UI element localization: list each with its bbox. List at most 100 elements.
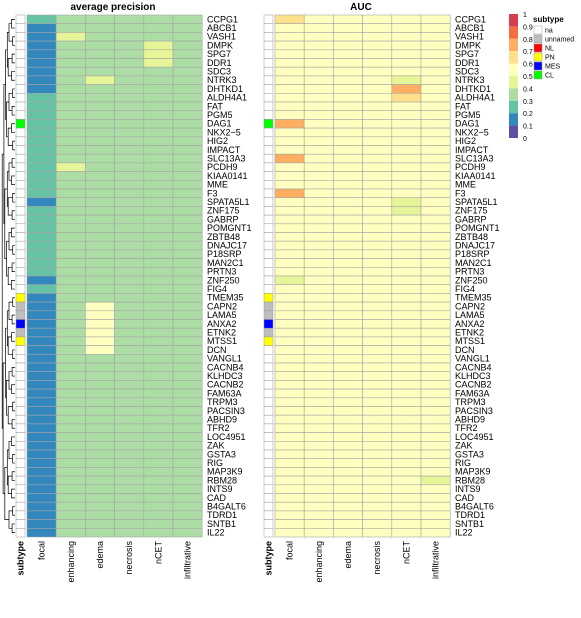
heatmap-cell xyxy=(362,301,393,312)
row-label-pgm5: PGM5 xyxy=(455,110,481,120)
row-label-dag1: DAG1 xyxy=(455,119,480,129)
heatmap-cell xyxy=(26,310,57,320)
subtype-cell xyxy=(263,40,274,51)
heatmap-cell xyxy=(391,240,422,251)
heatmap-cell xyxy=(274,40,305,51)
heatmap-cell xyxy=(303,101,334,111)
heatmap-cell xyxy=(114,432,145,442)
subtype-cell xyxy=(15,449,26,459)
heatmap-cell xyxy=(420,101,451,111)
heatmap-cell xyxy=(333,275,363,285)
heatmap-cell xyxy=(55,249,86,259)
heatmap-cell xyxy=(114,371,145,381)
heatmap-cell xyxy=(172,258,203,268)
row-label-rbm28: RBM28 xyxy=(455,475,485,485)
heatmap-cell xyxy=(362,353,393,364)
heatmap-cell xyxy=(55,327,86,338)
heatmap-cell xyxy=(26,171,57,181)
heatmap-cell xyxy=(55,14,86,24)
heatmap-cell xyxy=(85,127,115,138)
heatmap-cell xyxy=(391,249,422,259)
heatmap-cell xyxy=(420,127,451,138)
heatmap-cell xyxy=(172,49,203,59)
heatmap-cell xyxy=(362,501,393,512)
row-label-abhd9: ABHD9 xyxy=(207,415,237,425)
heatmap-cell xyxy=(55,484,86,494)
subtype-cell xyxy=(263,475,274,486)
heatmap-cell xyxy=(85,14,115,24)
heatmap-cell xyxy=(26,223,57,233)
subtype-cell xyxy=(263,510,274,520)
heatmap-cell xyxy=(362,110,393,120)
subtype-cell xyxy=(263,249,274,259)
heatmap-cell xyxy=(55,23,86,33)
heatmap-cell xyxy=(391,101,422,111)
subtype-cell xyxy=(263,14,274,24)
row-label-lama5: LAMA5 xyxy=(455,310,485,320)
row-label-tmem35: TMEM35 xyxy=(207,293,244,303)
heatmap-cell xyxy=(26,40,57,51)
row-label-rbm28: RBM28 xyxy=(207,475,237,485)
heatmap-cell xyxy=(391,258,422,268)
heatmap-cell xyxy=(420,493,451,503)
heatmap-cell xyxy=(391,145,422,155)
heatmap-cell xyxy=(274,501,305,512)
heatmap-cell xyxy=(55,310,86,320)
heatmap-cell xyxy=(114,188,145,198)
row-label-pacsin3: PACSIN3 xyxy=(455,406,493,416)
heatmap-cell xyxy=(391,414,422,425)
heatmap-cell xyxy=(274,101,305,111)
heatmap-cell xyxy=(362,101,393,111)
heatmap-cell xyxy=(172,23,203,33)
subtype-cell xyxy=(263,293,274,303)
heatmap-cell xyxy=(55,458,86,468)
heatmap-cell xyxy=(85,510,115,520)
heatmap-cell xyxy=(333,119,363,129)
heatmap-cell xyxy=(55,101,86,111)
heatmap-cell xyxy=(362,14,393,24)
heatmap-cell xyxy=(420,171,451,181)
heatmap-cell xyxy=(55,84,86,94)
heatmap-cell xyxy=(26,258,57,268)
row-label-ints9: INTS9 xyxy=(455,484,481,494)
heatmap-cell xyxy=(26,362,57,372)
subtype-cell xyxy=(15,119,26,129)
heatmap-cell xyxy=(333,336,363,346)
heatmap-cell xyxy=(391,232,422,242)
row-label-spg7: SPG7 xyxy=(207,49,231,59)
heatmap-cell xyxy=(333,249,363,259)
heatmap-cell xyxy=(303,153,334,164)
heatmap-cell xyxy=(55,414,86,425)
row-label-rig: RIG xyxy=(207,458,223,468)
auc-panel: AUC CCPG1ABCB1VASH1DMPKSPG7DDR1SDC3NTRK3… xyxy=(264,2,500,583)
row-label-il22: IL22 xyxy=(455,528,473,538)
subtype-cell xyxy=(263,180,274,190)
subtype-cell xyxy=(263,153,274,164)
heatmap-cell xyxy=(172,84,203,94)
heatmap-cell xyxy=(303,336,334,346)
row-label-tmem35: TMEM35 xyxy=(455,293,492,303)
heatmap-cell xyxy=(85,258,115,268)
heatmap-cell xyxy=(143,58,174,68)
heatmap-cell xyxy=(420,214,451,225)
heatmap-cell xyxy=(114,406,145,416)
heatmap-cell xyxy=(143,406,174,416)
row-label-b4galt6: B4GALT6 xyxy=(455,502,494,512)
heatmap-cell xyxy=(362,75,393,85)
heatmap-cell xyxy=(420,232,451,242)
heatmap-cell xyxy=(274,301,305,312)
heatmap-cell xyxy=(391,423,422,433)
subtype-cell xyxy=(15,171,26,181)
heatmap-cell xyxy=(172,75,203,85)
heatmap-cell xyxy=(26,301,57,312)
heatmap-cell xyxy=(362,249,393,259)
subtype-cell xyxy=(263,93,274,103)
heatmap-cell xyxy=(303,380,334,390)
heatmap-cell xyxy=(420,406,451,416)
heatmap-cell xyxy=(172,275,203,285)
heatmap-cell xyxy=(362,145,393,155)
subtype-cell xyxy=(15,284,26,294)
heatmap-cell xyxy=(172,319,203,329)
subtype-cell xyxy=(263,232,274,242)
subtype-cell xyxy=(15,362,26,372)
